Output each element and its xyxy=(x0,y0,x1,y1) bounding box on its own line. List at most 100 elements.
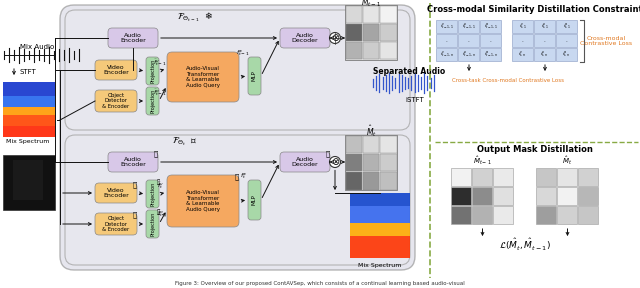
FancyBboxPatch shape xyxy=(95,90,137,112)
Text: iSTFT: iSTFT xyxy=(405,97,424,103)
Bar xyxy=(3,112,55,113)
Text: Projection: Projection xyxy=(150,89,155,113)
Bar xyxy=(536,206,556,224)
Bar xyxy=(556,20,577,33)
Bar xyxy=(3,100,55,101)
FancyBboxPatch shape xyxy=(248,57,261,95)
Text: Audio-Visual
Transformer
& Learnable
Audio Query: Audio-Visual Transformer & Learnable Aud… xyxy=(186,66,220,88)
Bar xyxy=(493,206,513,224)
Bar xyxy=(3,95,55,96)
Bar xyxy=(3,122,55,123)
Bar xyxy=(557,168,577,186)
Bar xyxy=(3,111,55,112)
Text: Cross-modal
Contrastive Loss: Cross-modal Contrastive Loss xyxy=(580,36,632,46)
Bar xyxy=(350,209,410,210)
Bar xyxy=(346,154,362,171)
Bar xyxy=(380,24,397,41)
Bar xyxy=(350,247,410,248)
Bar xyxy=(3,136,55,137)
Bar xyxy=(350,227,410,228)
Text: Separated Audio: Separated Audio xyxy=(373,67,445,75)
Bar xyxy=(3,108,55,109)
Bar xyxy=(350,202,410,203)
Bar xyxy=(350,223,410,224)
Bar xyxy=(350,226,410,227)
Bar xyxy=(350,235,410,236)
Bar xyxy=(3,124,55,125)
Text: MLP: MLP xyxy=(252,71,257,82)
Bar xyxy=(350,217,410,218)
FancyBboxPatch shape xyxy=(146,210,159,238)
FancyBboxPatch shape xyxy=(95,60,137,80)
Text: $\tilde{f}^v_{t-1}$: $\tilde{f}^v_{t-1}$ xyxy=(153,58,167,68)
Bar xyxy=(350,193,410,258)
Text: Cross-modal Similarity Distillation Constraint: Cross-modal Similarity Distillation Cons… xyxy=(427,5,640,14)
Bar xyxy=(480,20,501,33)
FancyBboxPatch shape xyxy=(60,5,415,270)
Bar xyxy=(480,48,501,61)
Bar xyxy=(3,82,55,83)
Bar xyxy=(3,97,55,98)
Text: $f^o_{t,1}$: $f^o_{t,1}$ xyxy=(541,22,548,32)
Bar xyxy=(363,42,379,60)
Bar xyxy=(3,94,55,95)
Bar xyxy=(3,120,55,121)
Circle shape xyxy=(330,156,340,168)
FancyBboxPatch shape xyxy=(146,87,159,115)
Text: Mix Audio: Mix Audio xyxy=(20,44,54,50)
FancyBboxPatch shape xyxy=(167,52,239,102)
Text: $f^v_{t,1}$: $f^v_{t,1}$ xyxy=(518,22,527,32)
Bar xyxy=(556,48,577,61)
Bar xyxy=(3,118,55,119)
Bar xyxy=(3,93,55,94)
Bar xyxy=(346,135,362,153)
Bar xyxy=(458,34,479,47)
Bar xyxy=(350,244,410,245)
Text: -: - xyxy=(544,39,545,43)
Bar xyxy=(534,48,555,61)
Bar xyxy=(3,135,55,136)
Bar xyxy=(350,208,410,209)
Bar xyxy=(3,116,55,117)
Bar xyxy=(3,155,55,210)
Bar xyxy=(493,187,513,205)
Bar xyxy=(345,135,397,190)
Bar xyxy=(3,130,55,131)
Text: $\tilde{f}^v_t$: $\tilde{f}^v_t$ xyxy=(157,181,163,191)
Bar xyxy=(451,187,471,205)
Bar xyxy=(436,34,457,47)
Text: $\tilde{f}^o_t$: $\tilde{f}^o_t$ xyxy=(157,209,163,219)
Text: Audio
Encoder: Audio Encoder xyxy=(120,157,146,167)
Bar xyxy=(3,88,55,89)
Bar xyxy=(512,34,533,47)
Bar xyxy=(350,199,410,200)
Bar xyxy=(557,206,577,224)
Text: $f^a_t$: $f^a_t$ xyxy=(239,171,246,181)
Bar xyxy=(578,168,598,186)
Text: Mix Spectrum: Mix Spectrum xyxy=(6,139,50,145)
Bar xyxy=(350,239,410,240)
Bar xyxy=(350,248,410,249)
Text: MLP: MLP xyxy=(252,195,257,205)
Bar xyxy=(3,102,55,103)
Text: -: - xyxy=(522,39,524,43)
Bar xyxy=(3,132,55,133)
Bar xyxy=(346,172,362,190)
Bar xyxy=(380,135,397,153)
Bar xyxy=(350,201,410,202)
Text: Figure 3: Overview of our proposed ContAVSep, which consists of a continual lear: Figure 3: Overview of our proposed ContA… xyxy=(175,281,465,285)
Bar xyxy=(3,106,55,107)
Bar xyxy=(436,48,457,61)
Bar xyxy=(3,103,55,104)
Text: Audio
Decoder: Audio Decoder xyxy=(292,157,318,167)
Bar xyxy=(3,84,55,85)
Bar xyxy=(363,24,379,41)
Text: Projection: Projection xyxy=(150,182,155,206)
Bar xyxy=(350,203,410,204)
Bar xyxy=(3,117,55,118)
Bar xyxy=(472,206,492,224)
Bar xyxy=(3,114,55,115)
Bar xyxy=(346,24,362,41)
Bar xyxy=(536,187,556,205)
Text: $\mathcal{F}_{\Theta_t}$  🔥: $\mathcal{F}_{\Theta_t}$ 🔥 xyxy=(172,136,198,148)
